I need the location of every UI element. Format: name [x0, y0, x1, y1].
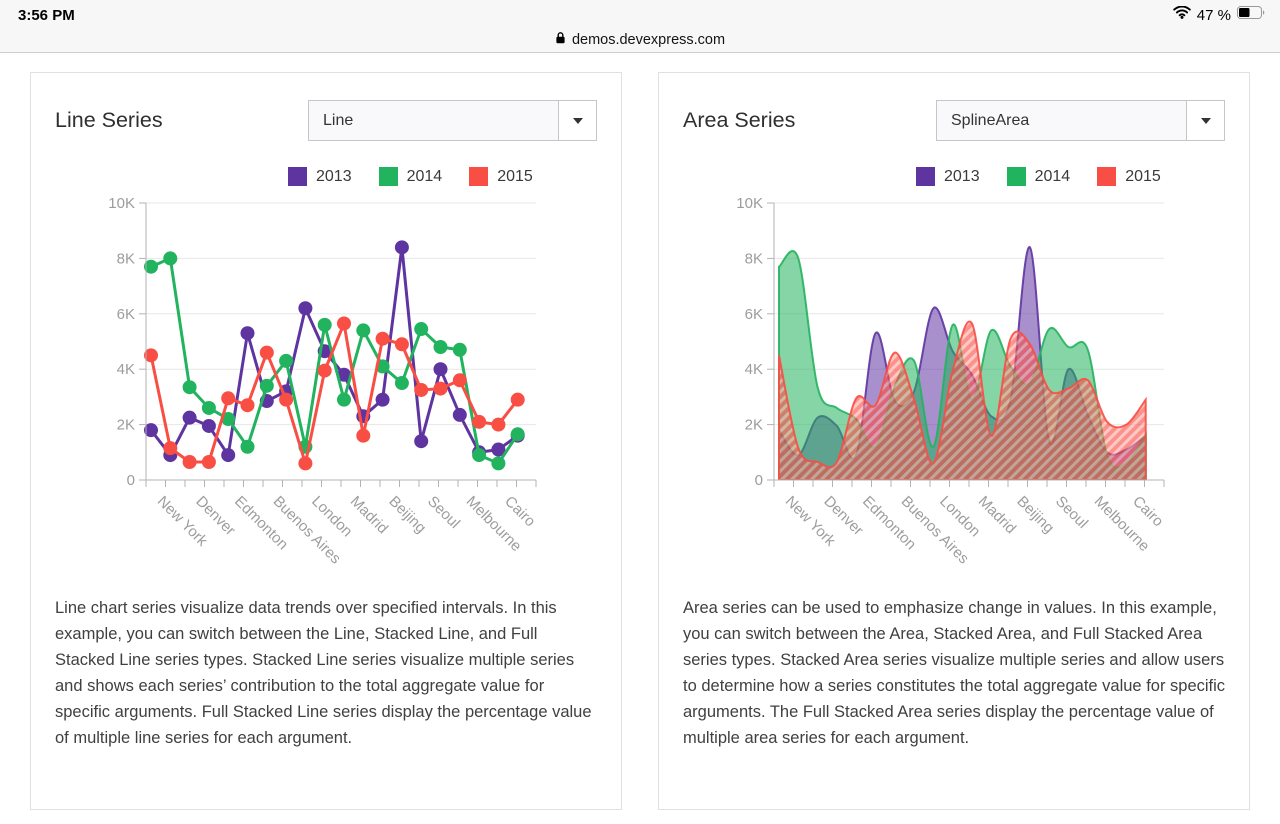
svg-text:Madrid: Madrid [975, 493, 1019, 537]
series-type-select[interactable]: SplineArea [936, 100, 1225, 141]
demo-panels: Line Series Line 2013 2014 [0, 53, 1280, 810]
legend-swatch-2014 [1006, 167, 1026, 186]
series-type-select[interactable]: Line [308, 100, 597, 141]
svg-text:Beijing: Beijing [1013, 493, 1057, 537]
svg-text:4K: 4K [117, 361, 135, 378]
legend-swatch-2015 [1097, 167, 1117, 186]
legend-label: 2015 [497, 167, 533, 185]
svg-text:Madrid: Madrid [347, 493, 391, 537]
legend-label: 2013 [316, 167, 352, 185]
svg-text:8K: 8K [117, 250, 135, 267]
url-text: demos.devexpress.com [571, 31, 726, 48]
battery-icon [1237, 6, 1266, 24]
series-type-select-value: Line [323, 111, 354, 129]
legend-label: 2014 [406, 167, 443, 185]
legend-item-2013[interactable]: 2013 [288, 167, 352, 186]
wifi-icon [1173, 5, 1191, 24]
svg-text:0: 0 [755, 472, 763, 489]
series-type-select-value: SplineArea [951, 111, 1030, 129]
address-bar[interactable]: demos.devexpress.com [0, 26, 1280, 53]
svg-text:2K: 2K [117, 417, 135, 434]
legend-label: 2013 [944, 167, 980, 185]
browser-chrome: 3:56 PM 47 % [0, 0, 1280, 53]
clock: 3:56 PM [18, 6, 75, 24]
line-series-panel: Line Series Line 2013 2014 [30, 72, 622, 810]
legend-swatch-2014 [378, 167, 398, 186]
svg-text:Seoul: Seoul [424, 493, 463, 532]
panel-description: Area series can be used to emphasize cha… [683, 599, 1226, 747]
legend-item-2013[interactable]: 2013 [916, 167, 980, 186]
chart-legend: 2013 2014 2015 [288, 167, 597, 186]
legend-item-2014[interactable]: 2014 [1006, 167, 1071, 186]
svg-text:10K: 10K [108, 195, 135, 212]
svg-text:2K: 2K [745, 417, 763, 434]
panel-description: Line chart series visualize data trends … [55, 599, 592, 747]
legend-swatch-2015 [469, 167, 489, 186]
lock-icon [555, 31, 566, 49]
chart-legend: 2013 2014 2015 [916, 167, 1225, 186]
legend-item-2015[interactable]: 2015 [469, 167, 533, 186]
legend-swatch-2013 [916, 167, 935, 186]
svg-text:6K: 6K [117, 306, 135, 323]
svg-text:Beijing: Beijing [385, 493, 429, 537]
svg-text:0: 0 [127, 472, 135, 489]
chevron-down-icon[interactable] [558, 101, 596, 140]
svg-text:4K: 4K [745, 361, 763, 378]
panel-title: Line Series [55, 108, 163, 132]
panel-title: Area Series [683, 108, 796, 132]
svg-text:10K: 10K [736, 195, 763, 212]
legend-item-2014[interactable]: 2014 [378, 167, 443, 186]
svg-text:Seoul: Seoul [1052, 493, 1091, 532]
chevron-down-icon[interactable] [1186, 101, 1224, 140]
svg-text:8K: 8K [745, 250, 763, 267]
legend-label: 2014 [1034, 167, 1071, 185]
svg-text:6K: 6K [745, 306, 763, 323]
legend-item-2015[interactable]: 2015 [1097, 167, 1161, 186]
battery-percent-label: 47 % [1196, 6, 1231, 24]
legend-swatch-2013 [288, 167, 307, 186]
area-series-panel: Area Series SplineArea 2013 2014 [658, 72, 1250, 810]
legend-label: 2015 [1125, 167, 1161, 185]
status-bar: 3:56 PM 47 % [0, 0, 1280, 26]
